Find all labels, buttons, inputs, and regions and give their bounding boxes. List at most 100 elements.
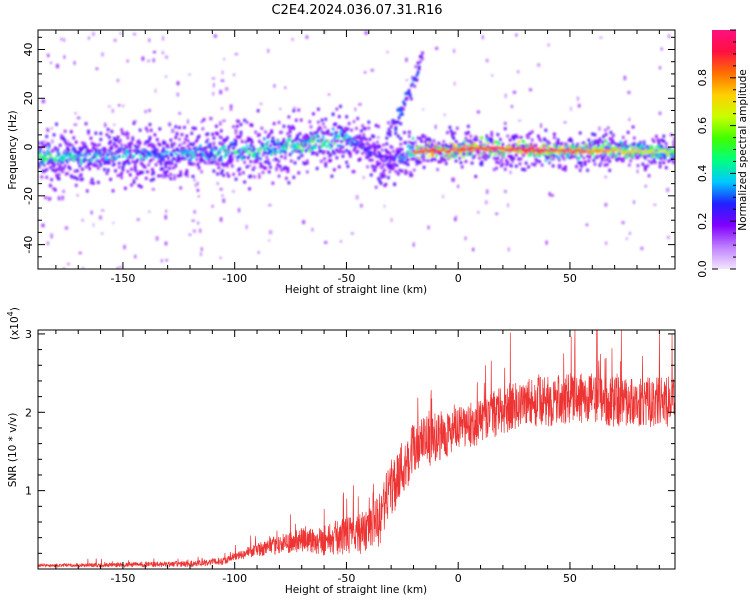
ridge-halo-cell (485, 134, 489, 138)
noise-speck (151, 188, 155, 191)
ridge-halo-cell (451, 144, 454, 148)
ridge-halo-cell (296, 136, 299, 140)
ridge-core-cell (135, 169, 138, 173)
ridge-halo-cell (40, 175, 44, 179)
ridge-core-cell (542, 152, 545, 156)
ridge-core-cell (254, 152, 257, 156)
ridge-core-cell (218, 150, 222, 154)
ridge-halo-cell (672, 140, 675, 144)
ridge-halo-cell (390, 167, 394, 171)
ridge-core-cell (72, 158, 75, 162)
ridge-core-cell (134, 144, 137, 148)
ridge-core-cell (143, 165, 147, 169)
ridge-halo-cell (556, 141, 560, 145)
ridge-core-cell (205, 157, 208, 161)
ridge-halo-cell (90, 178, 94, 182)
ridge-core-cell (529, 153, 533, 157)
ridge-core-cell (539, 146, 543, 150)
ridge-halo-cell (206, 154, 210, 158)
ridge-core-cell (443, 146, 447, 150)
noise-speck (116, 78, 120, 83)
ridge-core-cell (362, 143, 366, 146)
ridge-halo-cell (212, 141, 216, 145)
ridge-halo-cell (358, 143, 362, 147)
ridge-halo-cell (553, 136, 556, 140)
ridge-halo-cell (119, 138, 122, 142)
noise-speck (162, 168, 165, 173)
ridge-core-cell (265, 144, 268, 148)
colorbar-tick-label: 0.0 (696, 260, 709, 278)
ridge-peak-cell (655, 151, 658, 154)
noise-speck (320, 159, 323, 163)
ridge-core-cell (286, 142, 289, 146)
ridge-halo-cell (306, 134, 309, 138)
ridge-halo-cell (598, 137, 602, 141)
noise-speck (580, 142, 585, 145)
ridge-halo-cell (362, 133, 366, 137)
ridge-core-cell (168, 162, 171, 166)
noise-speck (291, 37, 294, 41)
ridge-halo-cell (208, 144, 212, 148)
ridge-halo-cell (538, 148, 541, 152)
noise-speck (63, 55, 66, 59)
ridge-core-cell (236, 155, 239, 159)
ridge-halo-cell (179, 173, 182, 177)
ridge-core-cell (167, 156, 170, 160)
ridge-halo-cell (84, 122, 88, 126)
ridge-core-cell (322, 135, 325, 139)
snr-y-scale-factor: (x104) (6, 307, 21, 340)
ridge-halo-cell (629, 151, 632, 155)
ridge-core-cell (435, 143, 438, 147)
ridge-core-cell (547, 152, 550, 156)
ridge-core-cell (71, 155, 74, 159)
ridge-halo-cell (591, 132, 594, 136)
ridge-halo-cell (345, 142, 348, 146)
ridge-core-cell (667, 151, 670, 155)
ridge-halo-cell (267, 170, 271, 174)
ridge-halo-cell (231, 151, 234, 155)
noise-speck (434, 124, 437, 129)
noise-speck (233, 155, 236, 158)
ridge-peak-cell (535, 147, 539, 150)
ridge-core-cell (331, 127, 335, 131)
ridge-halo-cell (251, 145, 255, 149)
ridge-halo-cell (336, 149, 340, 153)
noise-speck (605, 241, 608, 245)
ridge-peak-cell (620, 152, 623, 155)
ridge-halo-cell (135, 176, 138, 180)
ridge-core-cell (361, 137, 364, 141)
ridge-core-cell (195, 148, 198, 152)
ridge-halo-cell (626, 144, 630, 148)
ridge-core-cell (386, 156, 389, 160)
ridge-halo-cell (339, 147, 342, 151)
ridge-halo-cell (203, 149, 207, 153)
ridge-core-cell (502, 149, 506, 153)
ridge-halo-cell (621, 135, 625, 139)
ridge-halo-cell (278, 142, 282, 146)
ridge-core-cell (188, 150, 191, 154)
noise-speck (186, 119, 189, 124)
ridge-halo-cell (128, 173, 132, 177)
noise-speck (427, 225, 430, 230)
ridge-peak-cell (601, 149, 604, 152)
ridge-core-cell (168, 160, 171, 164)
ridge-halo-cell (435, 150, 438, 154)
noise-speck (354, 107, 357, 111)
ridge-halo-cell (347, 150, 351, 154)
ridge-core-cell (672, 152, 675, 155)
ridge-halo-cell (331, 112, 335, 116)
ridge-core-cell (86, 147, 89, 151)
noise-speck (379, 175, 383, 180)
ridge-halo-cell (180, 133, 184, 137)
ridge-halo-cell (66, 151, 69, 155)
ridge-halo-cell (146, 129, 149, 133)
ridge-core-cell (172, 149, 175, 153)
ridge-core-cell (553, 144, 556, 148)
noise-speck (234, 53, 238, 55)
ridge-halo-cell (146, 170, 149, 174)
ridge-core-cell (522, 140, 525, 143)
ridge-halo-cell (111, 151, 115, 155)
ridge-halo-cell (138, 128, 142, 132)
ridge-halo-cell (544, 128, 548, 132)
snr-series-line (38, 330, 675, 569)
